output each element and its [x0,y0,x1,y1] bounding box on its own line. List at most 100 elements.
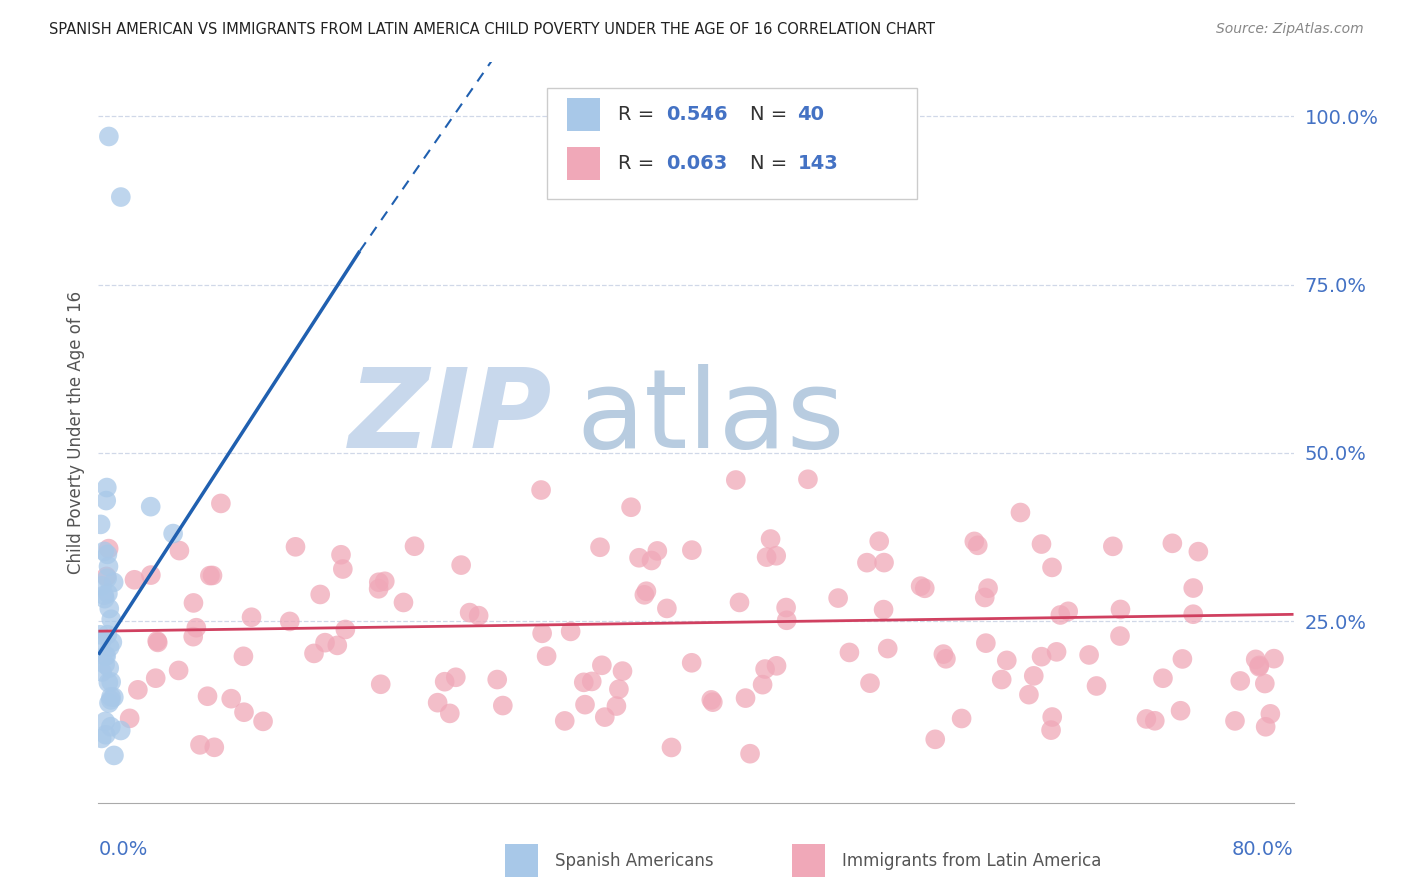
Point [98,661,121,675]
Point [219,691,242,706]
Point [96,493,118,508]
Point [1244,652,1267,666]
Point [198,568,221,582]
Point [101,635,124,649]
Point [127,682,149,697]
Point [97,129,120,144]
Point [492,698,515,713]
Point [139,568,162,582]
Point [404,539,426,553]
Point [90,517,112,532]
Point [1018,688,1040,702]
Point [572,675,595,690]
Point [1182,581,1205,595]
Point [335,623,357,637]
Point [326,639,349,653]
Text: 40: 40 [797,105,824,124]
Point [145,671,167,685]
Text: 0.0%: 0.0% [98,840,148,859]
Point [1040,710,1063,724]
Point [797,472,820,486]
Point [93,591,115,606]
Point [284,540,307,554]
Point [94,657,117,672]
Point [755,550,778,565]
Text: SPANISH AMERICAN VS IMMIGRANTS FROM LATIN AMERICA CHILD POVERTY UNDER THE AGE OF: SPANISH AMERICAN VS IMMIGRANTS FROM LATI… [49,22,935,37]
Point [620,500,643,515]
Point [1152,671,1174,685]
Point [530,483,553,497]
Point [681,656,703,670]
Point [110,723,132,738]
Point [995,653,1018,667]
Point [98,640,121,655]
Point [486,673,509,687]
Point [1078,648,1101,662]
Point [458,606,481,620]
Point [93,544,115,558]
Point [374,574,396,589]
Point [775,600,797,615]
FancyBboxPatch shape [792,844,825,877]
Point [94,714,117,729]
Point [103,690,125,705]
Point [661,740,683,755]
Point [605,699,627,714]
FancyBboxPatch shape [567,147,600,180]
Point [754,662,776,676]
Point [765,658,787,673]
Point [97,541,120,556]
Point [536,649,558,664]
Point [183,596,205,610]
Point [655,601,678,615]
Point [426,696,449,710]
Text: Immigrants from Latin America: Immigrants from Latin America [842,852,1101,870]
Point [974,636,997,650]
Point [1031,649,1053,664]
Point [681,543,703,558]
Point [367,582,389,596]
Point [1085,679,1108,693]
Point [98,601,121,615]
Point [633,588,655,602]
Text: 0.063: 0.063 [666,154,727,173]
Point [738,747,761,761]
Point [367,575,389,590]
Point [124,573,146,587]
Point [589,541,612,555]
Point [439,706,461,721]
Point [1161,536,1184,550]
Point [574,698,596,712]
Point [202,740,225,755]
Point [1101,539,1123,553]
Text: R =: R = [619,154,661,173]
Point [1143,714,1166,728]
Point [1249,658,1271,673]
Point [103,748,125,763]
Point [181,630,204,644]
Point [1045,645,1067,659]
Text: 80.0%: 80.0% [1232,840,1294,859]
Point [91,665,114,679]
Point [100,690,122,704]
Point [932,647,955,661]
Point [97,675,120,690]
Point [100,720,122,734]
Point [96,481,118,495]
Point [100,612,122,626]
Point [96,628,118,642]
Point [910,579,932,593]
Point [935,652,957,666]
Point [332,562,354,576]
Point [973,591,995,605]
Point [201,568,224,582]
Point [146,635,169,649]
Point [724,473,747,487]
Text: atlas: atlas [576,364,845,471]
Point [96,569,118,583]
Point [433,674,456,689]
Point [252,714,274,729]
Point [97,586,120,600]
FancyBboxPatch shape [505,844,538,877]
Point [232,649,254,664]
